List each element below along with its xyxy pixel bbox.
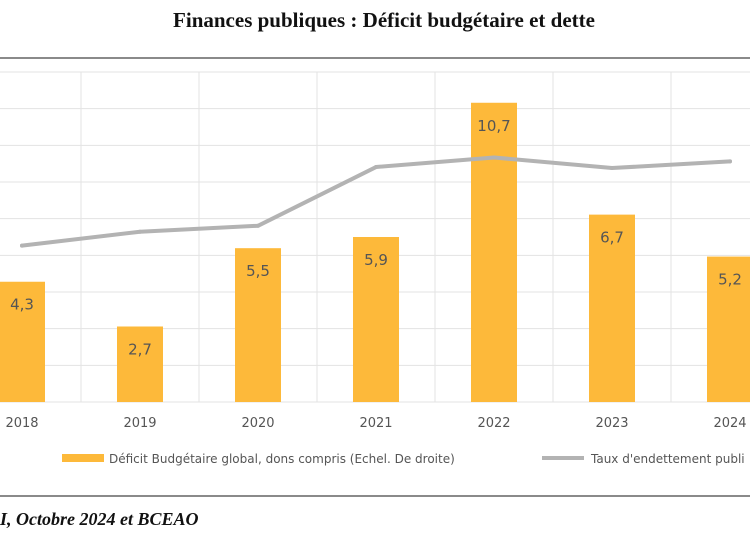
bar-2024 [707, 256, 750, 402]
bar-2023 [589, 214, 635, 402]
line-point-2023 [610, 166, 614, 171]
bar-2018 [0, 281, 45, 402]
line-point-2020 [256, 223, 260, 228]
top-rule [0, 57, 750, 59]
bottom-rule [0, 495, 750, 497]
legend-label-deficit: Déficit Budgétaire global, dons compris … [109, 452, 455, 466]
x-axis-ticks: 2018 2019 2020 2021 2022 2023 2024 [5, 416, 746, 431]
line-point-2024 [728, 159, 732, 164]
bar-series [0, 102, 750, 403]
line-point-2019 [138, 229, 142, 234]
chart-title: Finances publiques : Déficit budgétaire … [173, 8, 595, 32]
bar-2022 [471, 102, 517, 403]
source-note: I, Octobre 2024 et BCEAO [0, 509, 199, 529]
x-tick-2023: 2023 [595, 416, 628, 431]
x-tick-2024: 2024 [713, 416, 746, 431]
x-tick-2018: 2018 [5, 416, 38, 431]
chart-area: 4,32,75,55,910,76,75,2 2018 2019 2020 2021 2… [0, 71, 750, 466]
data-label-2019: 2,7 [128, 340, 152, 358]
line-point-2021 [374, 165, 378, 170]
data-label-2018: 4,3 [10, 296, 34, 314]
line-point-2018 [20, 243, 24, 248]
line-series [20, 155, 732, 248]
data-label-2020: 5,5 [246, 262, 270, 280]
legend-swatch-deficit [62, 454, 104, 462]
data-labels: 4,3 2,7 5,5 5,9 10,7 6,7 5,2 [10, 117, 742, 359]
bar-2021 [353, 237, 399, 402]
x-tick-2020: 2020 [241, 416, 274, 431]
bar-2019 [117, 326, 163, 402]
data-label-2021: 5,9 [364, 251, 388, 269]
legend-label-debt: Taux d'endettement publi [590, 452, 745, 466]
line-point-2022 [492, 155, 496, 160]
x-tick-2021: 2021 [359, 416, 392, 431]
bar-2020 [235, 248, 281, 402]
data-label-2023: 6,7 [600, 229, 624, 247]
data-label-2024: 5,2 [718, 271, 742, 289]
x-tick-2019: 2019 [123, 416, 156, 431]
x-tick-2022: 2022 [477, 416, 510, 431]
legend: Déficit Budgétaire global, dons compris … [62, 452, 745, 466]
data-label-2022: 10,7 [477, 117, 510, 135]
